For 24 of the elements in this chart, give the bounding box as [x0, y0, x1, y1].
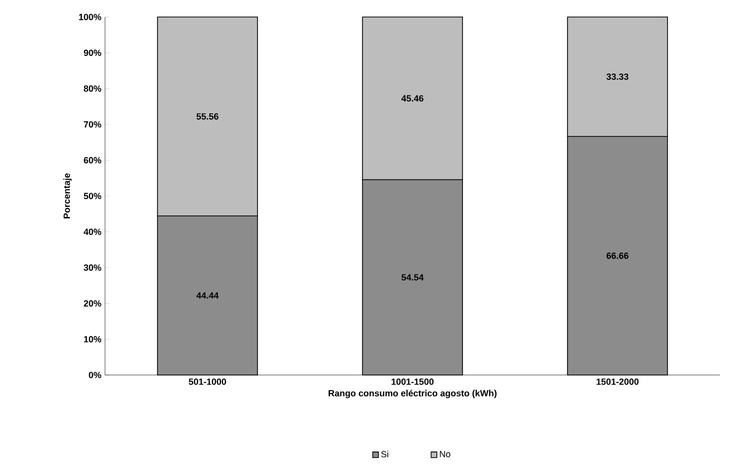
data-label: 66.66	[606, 252, 628, 259]
y-tick-label: 40%	[84, 228, 102, 235]
data-label: 55.56	[196, 113, 218, 120]
data-label: 44.44	[196, 292, 219, 299]
legend-label: Si	[381, 450, 388, 458]
y-tick-label: 70%	[84, 121, 102, 128]
y-tick-label: 100%	[79, 14, 102, 20]
y-axis-title: Porcentaje	[63, 173, 72, 218]
y-tick-label: 20%	[84, 300, 102, 307]
legend-label: No	[440, 450, 450, 458]
x-tick-label: 1001-1500	[392, 378, 434, 385]
data-label: 54.54	[402, 274, 424, 281]
y-tick-label: 60%	[84, 157, 102, 164]
y-tick-label: 10%	[84, 336, 102, 342]
y-tick-label: 80%	[84, 85, 102, 92]
data-label: 33.33	[606, 74, 628, 80]
y-tick-label: 50%	[84, 192, 102, 200]
x-tick-label: 501-1000	[188, 378, 226, 385]
y-tick-label: 0%	[88, 372, 102, 378]
x-tick-label: 1501-2000	[596, 378, 639, 385]
y-tick-label: 30%	[84, 264, 102, 271]
x-axis-title: Rango consumo eléctrico agosto (kWh)	[328, 390, 497, 398]
data-label: 45.46	[401, 95, 424, 102]
y-tick-label: 90%	[84, 50, 102, 56]
